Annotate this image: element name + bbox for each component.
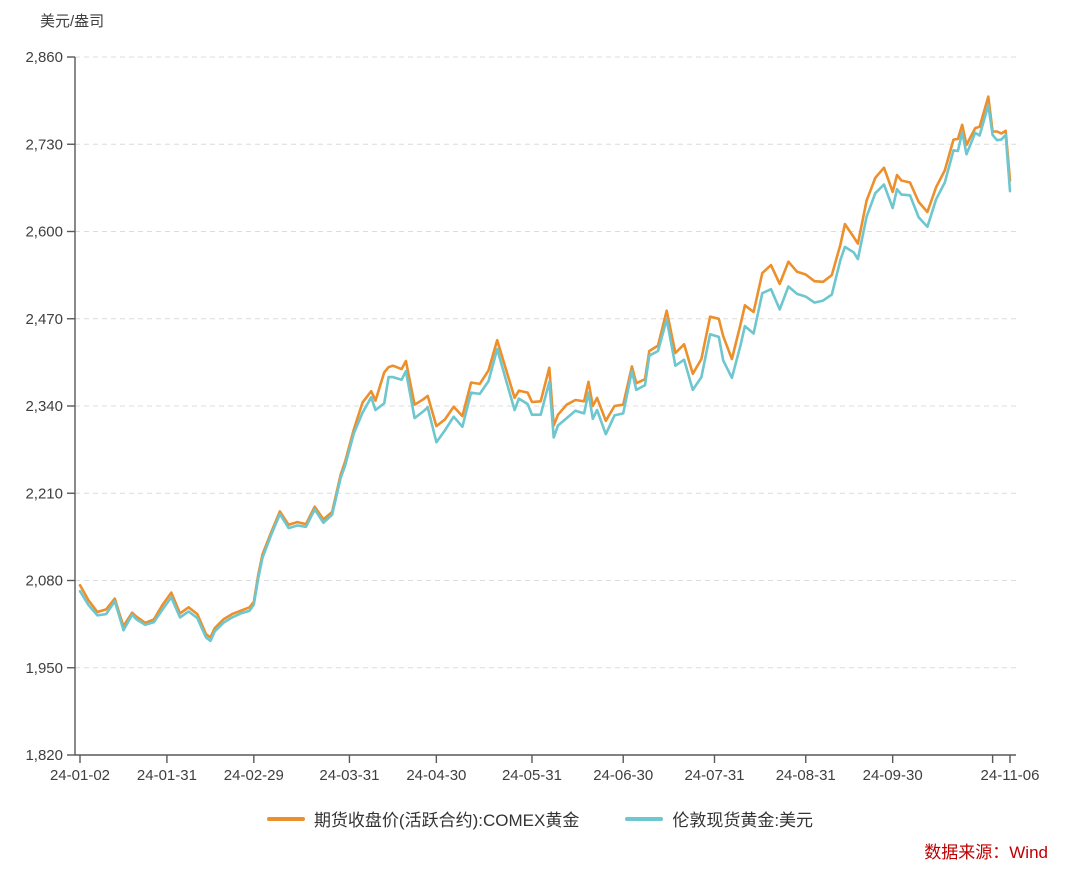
series-line-comex-futures [78,95,1012,639]
y-tick-label: 2,860 [25,49,63,66]
x-tick-label: 24-07-31 [684,767,744,784]
gold-price-chart: 1,820 1,950 2,080 2,210 2,340 2,470 2,600 2,730… [25,49,1040,784]
legend-item-comex-futures: 期货收盘价(活跃合约):COMEX黄金 [266,806,580,831]
data-source-note: 数据来源：Wind [924,843,1048,862]
x-tick-label: 24-06-30 [593,767,653,784]
x-tick-label: 24-01-02 [50,767,110,784]
x-tick-label: 24-11-06 [981,767,1040,784]
legend-swatch [625,816,664,821]
y-tick-label: 1,820 [25,747,63,764]
y-tick-label: 2,600 [25,224,63,241]
x-tick-label: 24-09-30 [863,767,923,784]
x-tick-label: 24-03-31 [319,767,379,784]
legend-label: 期货收盘价(活跃合约):COMEX黄金 [313,811,580,830]
x-tick-label: 24-02-29 [224,767,284,784]
series-line-london-spot [78,104,1012,643]
y-axis-unit-label: 美元/盎司 [40,13,105,30]
x-tick-label: 24-01-31 [137,767,197,784]
chart-svg: 1,820 1,950 2,080 2,210 2,340 2,470 2,600 2,730… [25,49,1040,784]
y-tick-label: 2,470 [25,311,63,328]
y-tick-label: 2,080 [25,573,63,590]
legend-item-london-spot: 伦敦现货黄金:美元 [625,806,813,831]
legend-label: 伦敦现货黄金:美元 [672,811,814,830]
y-tick-label: 1,950 [25,660,63,677]
y-tick-label: 2,210 [25,485,63,502]
y-tick-label: 2,730 [25,136,63,153]
x-tick-label: 24-08-31 [776,767,836,784]
x-tick-label: 24-04-30 [406,767,466,784]
chart-legend: 期货收盘价(活跃合约):COMEX黄金 伦敦现货黄金:美元 [0,806,1080,831]
x-tick-label: 24-05-31 [502,767,562,784]
y-tick-label: 2,340 [25,398,63,415]
legend-swatch [266,816,305,821]
